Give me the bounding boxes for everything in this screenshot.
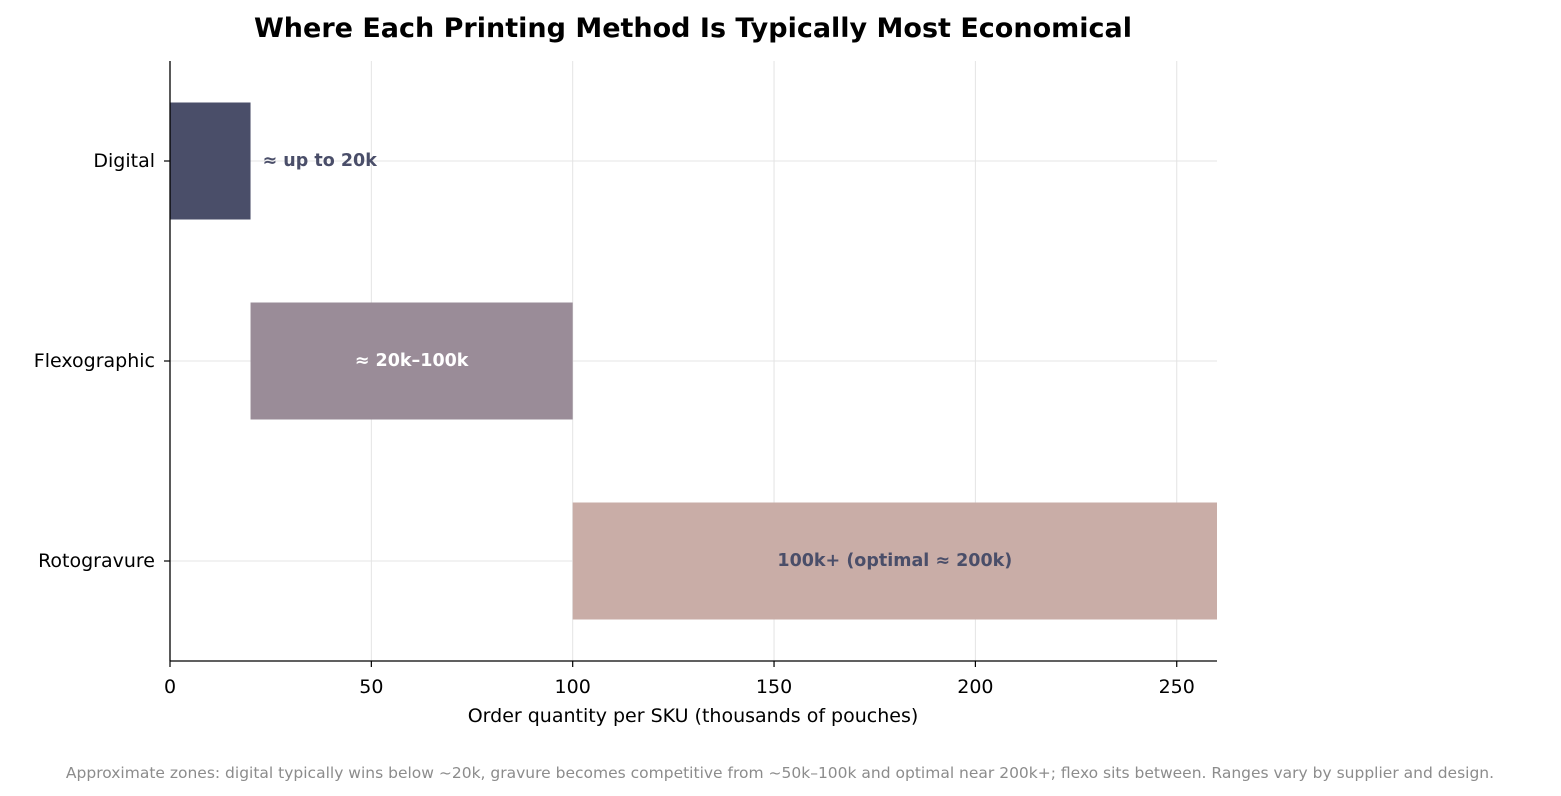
bar-flexographic: [250, 302, 573, 420]
bar-rotogravure: [572, 502, 1217, 620]
bar-label-flexographic: ≈ 20k–100k: [355, 351, 469, 371]
bar-label-digital: ≈ up to 20k: [263, 151, 378, 171]
y-tick-label-flexographic: Flexographic: [34, 350, 155, 372]
y-tick-label-digital: Digital: [93, 150, 155, 172]
y-tick-label-rotogravure: Rotogravure: [38, 550, 155, 572]
x-tick-label-3: 150: [756, 676, 792, 698]
x-tick-label-1: 50: [359, 676, 383, 698]
x-tick-label-5: 250: [1159, 676, 1195, 698]
x-axis-label: Order quantity per SKU (thousands of pou…: [468, 705, 919, 727]
x-tick-label-0: 0: [164, 676, 176, 698]
footnote: Approximate zones: digital typically win…: [66, 764, 1494, 782]
x-tick-label-2: 100: [555, 676, 591, 698]
x-tick-label-4: 200: [957, 676, 993, 698]
chart-title: Where Each Printing Method Is Typically …: [254, 13, 1132, 44]
bar-labels: ≈ up to 20k ≈ 20k–100k 100k+ (optimal ≈ 20…: [263, 151, 1013, 571]
bar-label-rotogravure: 100k+ (optimal ≈ 200k): [777, 551, 1012, 571]
ticks: 0 50 100 150 200 250 Digital Flexographic Rotogr…: [34, 150, 1195, 698]
bar-digital: [170, 102, 251, 220]
bars: [170, 102, 1217, 620]
